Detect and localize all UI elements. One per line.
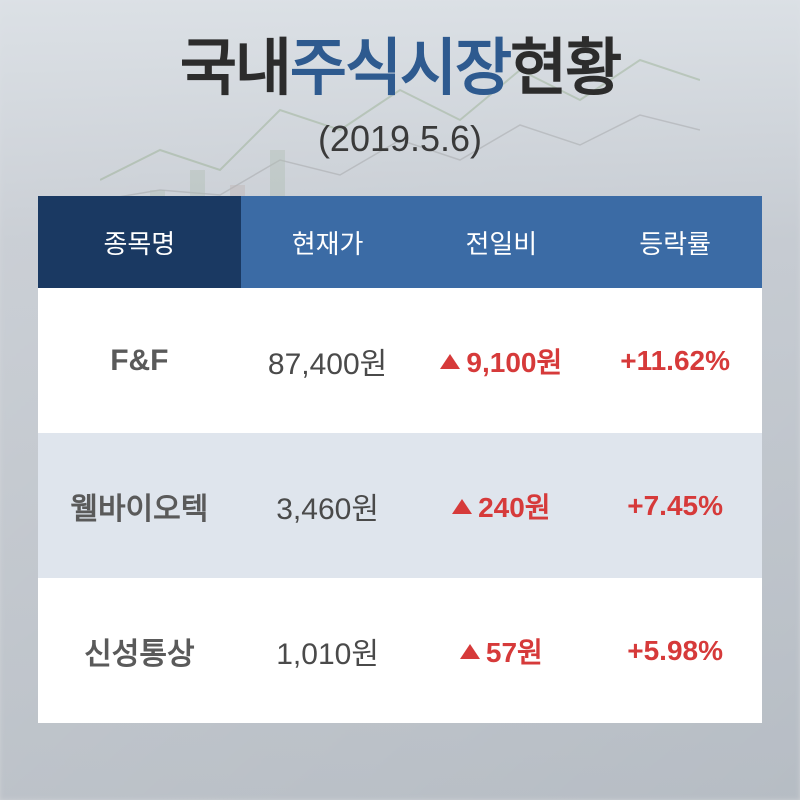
stock-name: 웰바이오텍 (38, 433, 241, 578)
title-part-3: 현황 (510, 34, 620, 103)
stock-price: 3,460원 (241, 433, 415, 578)
table-row: F&F 87,400원 9,100원 +11.62% (38, 288, 762, 433)
up-triangle-icon (460, 644, 480, 659)
stock-price: 87,400원 (241, 288, 415, 433)
page-header: 국내주식시장현황 (2019.5.6) (0, 0, 800, 160)
stock-percent: +5.98% (588, 578, 762, 723)
change-value: 9,100원 (466, 347, 562, 378)
change-value: 57원 (486, 637, 543, 668)
date-label: (2019.5.6) (0, 118, 800, 160)
up-triangle-icon (452, 499, 472, 514)
column-header-price: 현재가 (241, 196, 415, 288)
page-title: 국내주식시장현황 (0, 38, 800, 100)
stock-change: 240원 (414, 433, 588, 578)
title-part-2: 주식시장 (290, 34, 510, 103)
stock-change: 57원 (414, 578, 588, 723)
table-header-row: 종목명 현재가 전일비 등락률 (38, 196, 762, 288)
stock-change: 9,100원 (414, 288, 588, 433)
column-header-name: 종목명 (38, 196, 241, 288)
title-part-1: 국내 (180, 34, 290, 103)
stock-percent: +11.62% (588, 288, 762, 433)
table-row: 웰바이오텍 3,460원 240원 +7.45% (38, 433, 762, 578)
column-header-percent: 등락률 (588, 196, 762, 288)
stock-name: 신성통상 (38, 578, 241, 723)
stock-percent: +7.45% (588, 433, 762, 578)
stock-name: F&F (38, 288, 241, 433)
table-body: F&F 87,400원 9,100원 +11.62% 웰바이오텍 3,460원 … (38, 288, 762, 723)
table-row: 신성통상 1,010원 57원 +5.98% (38, 578, 762, 723)
up-triangle-icon (440, 354, 460, 369)
stock-table: 종목명 현재가 전일비 등락률 F&F 87,400원 9,100원 +11.6… (38, 196, 762, 723)
stock-table-container: 종목명 현재가 전일비 등락률 F&F 87,400원 9,100원 +11.6… (38, 196, 762, 723)
stock-price: 1,010원 (241, 578, 415, 723)
column-header-change: 전일비 (414, 196, 588, 288)
change-value: 240원 (478, 492, 550, 523)
